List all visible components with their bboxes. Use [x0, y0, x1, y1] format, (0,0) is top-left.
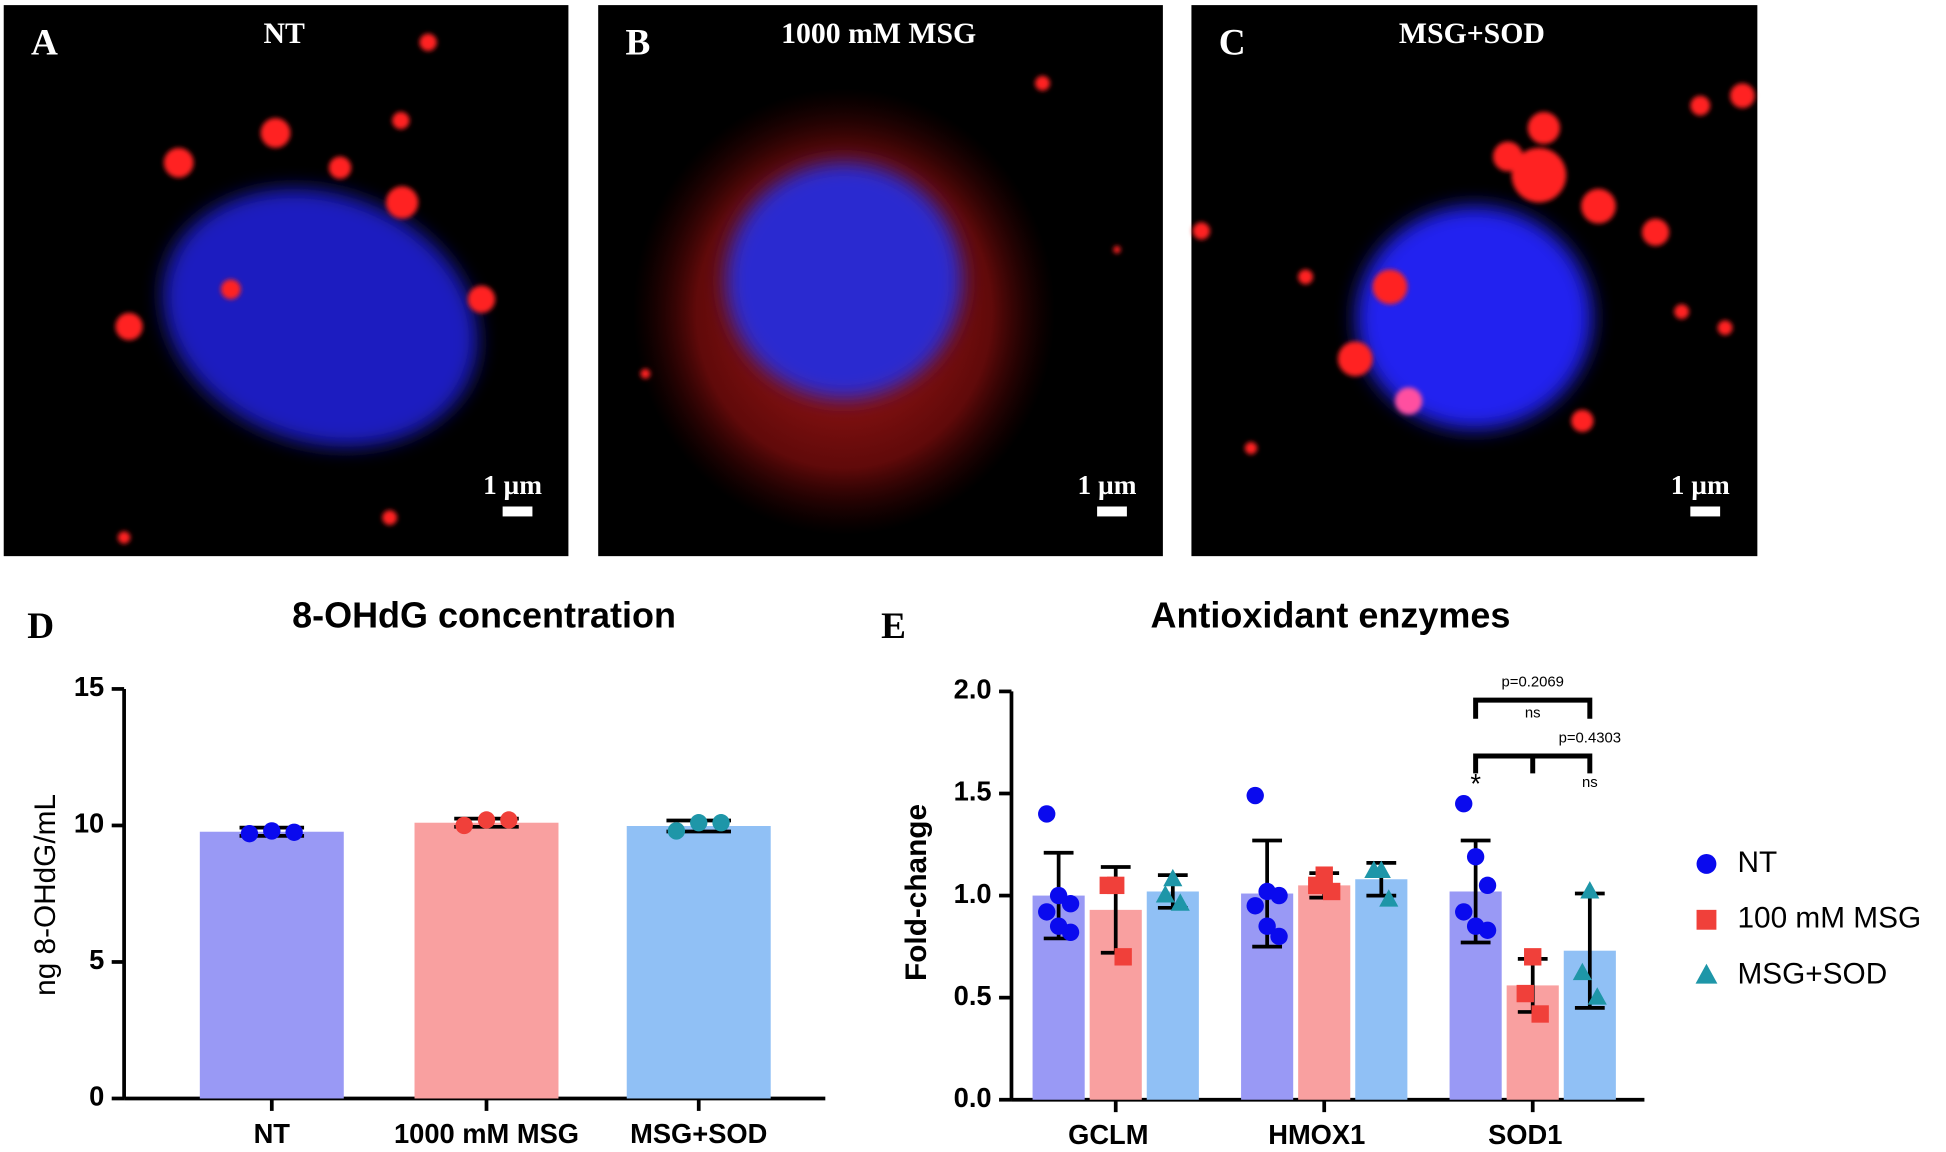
- micrograph-c: [1191, 5, 1758, 557]
- data-point: [240, 824, 259, 843]
- x-tick-label: NT: [254, 1118, 291, 1149]
- data-point: [1270, 927, 1288, 946]
- data-point: [1524, 948, 1542, 966]
- legend-marker: [1695, 963, 1718, 984]
- panel-letter: E: [881, 606, 906, 647]
- chart-title: Antioxidant enzymes: [1150, 595, 1510, 636]
- data-point: [1322, 882, 1341, 901]
- scale-bar: [1690, 506, 1721, 517]
- data-point: [1163, 868, 1183, 887]
- x-tick-label: MSG+SOD: [630, 1118, 767, 1149]
- y-tick-label: 10: [74, 808, 104, 839]
- panel-title: MSG+SOD: [1399, 17, 1545, 50]
- data-point: [1478, 921, 1497, 939]
- panel-letter: A: [31, 23, 58, 64]
- legend-label: NT: [1738, 846, 1778, 879]
- data-point: [1531, 1005, 1549, 1023]
- legend-marker: [1696, 909, 1717, 930]
- data-point: [1308, 876, 1326, 895]
- y-tick-label: 0.0: [954, 1082, 992, 1113]
- data-point: [1038, 903, 1056, 921]
- scale-bar-label: 1 µm: [1671, 470, 1730, 500]
- data-point: [1170, 893, 1190, 911]
- scale-bar: [502, 506, 533, 517]
- annotation: p=0.2069: [1501, 675, 1563, 691]
- data-point: [1038, 805, 1056, 823]
- bracket: [1473, 753, 1593, 774]
- micrograph-b: [598, 5, 1163, 557]
- y-axis-label: Fold-change: [900, 804, 933, 981]
- bar: [199, 831, 344, 1099]
- panel-letter: B: [626, 23, 651, 64]
- annotation: ns: [1525, 706, 1541, 722]
- data-point: [1455, 903, 1473, 921]
- scale-bar: [1097, 506, 1127, 517]
- y-tick-label: 1.5: [954, 776, 992, 807]
- annotation: *: [1470, 768, 1481, 799]
- panel-title: 1000 mM MSG: [781, 17, 976, 50]
- data-point: [1246, 786, 1264, 805]
- bar: [626, 826, 771, 1099]
- data-point: [455, 816, 473, 835]
- data-point: [1572, 962, 1592, 981]
- legend-label: MSG+SOD: [1738, 957, 1888, 990]
- x-tick-label: GCLM: [1068, 1119, 1148, 1150]
- data-point: [1246, 897, 1264, 915]
- y-tick-label: 5: [89, 944, 104, 975]
- data-point: [1061, 895, 1080, 913]
- data-point: [1379, 889, 1399, 907]
- y-tick-label: 0: [89, 1081, 104, 1112]
- scale-bar-label: 1 µm: [1078, 470, 1137, 500]
- bar: [1298, 885, 1351, 1100]
- y-tick-label: 15: [74, 671, 104, 702]
- legend-marker: [1696, 854, 1717, 874]
- y-tick-label: 2.0: [954, 674, 992, 705]
- bar: [1355, 879, 1408, 1100]
- data-point: [1364, 860, 1384, 879]
- data-point: [1270, 886, 1288, 905]
- data-point: [1516, 984, 1534, 1003]
- data-point: [285, 823, 303, 841]
- data-point: [1455, 795, 1473, 813]
- data-point: [667, 822, 686, 840]
- panel-letter: C: [1219, 23, 1246, 64]
- legend-label: 100 mM MSG: [1738, 902, 1922, 935]
- data-point: [1580, 881, 1600, 899]
- y-tick-label: 1.0: [954, 878, 992, 909]
- panel-title: NT: [264, 17, 305, 50]
- bracket: [1473, 697, 1593, 719]
- data-point: [500, 811, 518, 829]
- data-point: [1466, 848, 1485, 866]
- data-point: [477, 811, 496, 829]
- data-point: [1155, 885, 1175, 903]
- chart-title: 8-OHdG concentration: [292, 595, 676, 636]
- data-point: [1478, 876, 1497, 895]
- scale-bar-label: 1 µm: [483, 470, 542, 500]
- data-point: [690, 814, 708, 832]
- bar: [1146, 891, 1199, 1100]
- bar: [414, 822, 559, 1099]
- y-axis-label: ng 8-OHdG/mL: [29, 794, 62, 996]
- data-point: [1099, 876, 1117, 895]
- data-point: [263, 822, 281, 840]
- micrograph-a: [3, 5, 569, 557]
- data-point: [1114, 948, 1132, 966]
- x-tick-label: 1000 mM MSG: [394, 1118, 579, 1149]
- data-point: [1587, 987, 1607, 1005]
- y-tick-label: 0.5: [954, 980, 992, 1011]
- annotation: p=0.4303: [1559, 731, 1621, 747]
- x-tick-label: SOD1: [1488, 1119, 1562, 1150]
- data-point: [1061, 923, 1080, 942]
- panel-letter: D: [27, 606, 54, 647]
- x-tick-label: HMOX1: [1268, 1119, 1365, 1150]
- data-point: [712, 814, 730, 832]
- data-point: [1258, 917, 1276, 935]
- annotation: ns: [1582, 775, 1598, 791]
